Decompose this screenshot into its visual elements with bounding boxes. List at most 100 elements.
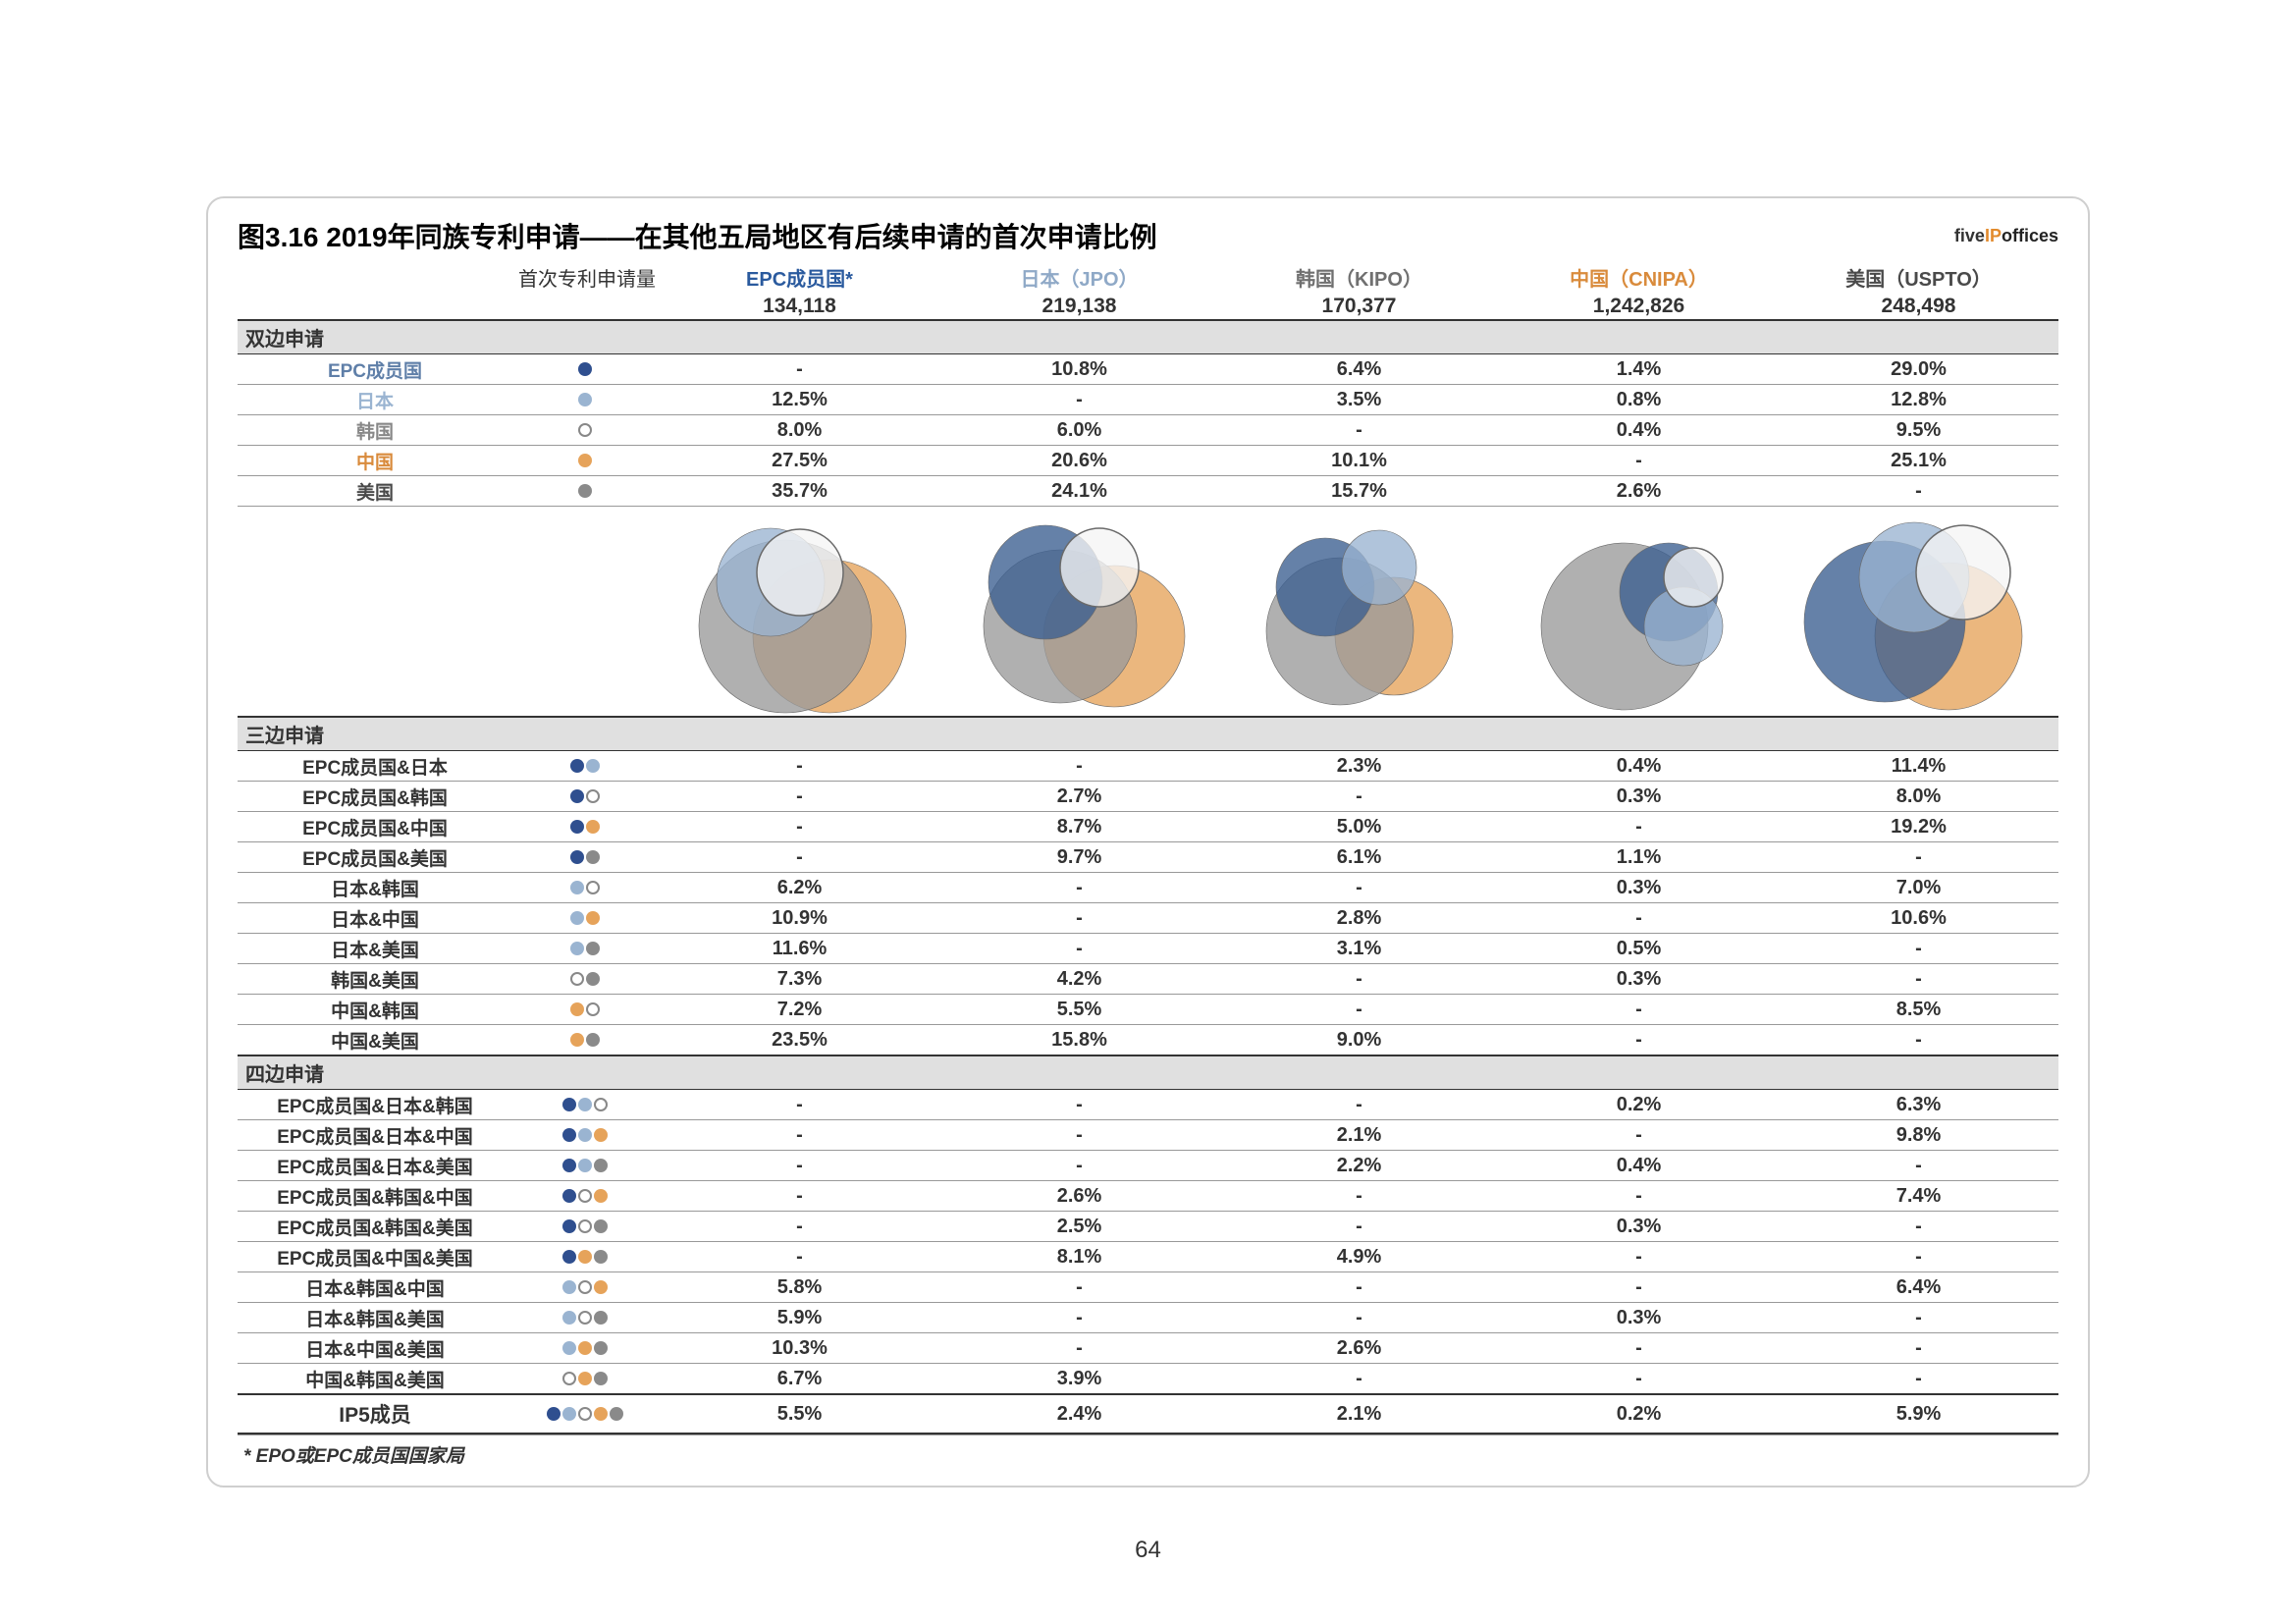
quad-4: EPC成员国&韩国&美国 -2.5%-0.3%-	[238, 1212, 2058, 1242]
quad-8: 日本&中国&美国 10.3%-2.6%--	[238, 1333, 2058, 1364]
quad-4-v2: -	[1219, 1212, 1499, 1242]
quad-7-label: 日本&韩国&美国	[238, 1303, 512, 1333]
quad-6-label: 日本&韩国&中国	[238, 1272, 512, 1303]
venn-diagram-cnipa	[1512, 509, 1767, 715]
tri-8-v3: -	[1499, 995, 1779, 1025]
dot-kipo-icon	[594, 1098, 608, 1111]
bil-kipo-v0: 8.0%	[660, 415, 939, 446]
dot-cnipa-icon	[578, 1341, 592, 1355]
tri-9-v1: 15.8%	[939, 1025, 1219, 1056]
venn-circle-kipo	[1664, 548, 1723, 607]
dot-kipo-icon	[578, 1407, 592, 1421]
quad-0-dots	[512, 1090, 660, 1120]
tri-2-v0: -	[660, 812, 939, 842]
quad-0-v0: -	[660, 1090, 939, 1120]
tri-7-v2: -	[1219, 964, 1499, 995]
quad-7-dots	[512, 1303, 660, 1333]
tri-4-dots	[512, 873, 660, 903]
chart-panel: 图3.16 2019年同族专利申请——在其他五局地区有后续申请的首次申请比例 f…	[206, 196, 2090, 1488]
venn-diagram-uspto	[1791, 509, 2047, 715]
tri-5-label: 日本&中国	[238, 903, 512, 934]
dot-cnipa-icon	[594, 1128, 608, 1142]
tri-5-v2: 2.8%	[1219, 903, 1499, 934]
tri-8-v1: 5.5%	[939, 995, 1219, 1025]
bil-kipo-dots	[512, 415, 660, 446]
quad-3-v0: -	[660, 1181, 939, 1212]
bil-kipo-v1: 6.0%	[939, 415, 1219, 446]
quad-7: 日本&韩国&美国 5.9%--0.3%-	[238, 1303, 2058, 1333]
tri-4-v1: -	[939, 873, 1219, 903]
dot-epc-icon	[562, 1128, 576, 1142]
count-uspto: 248,498	[1779, 293, 2058, 320]
quad-8-label: 日本&中国&美国	[238, 1333, 512, 1364]
dot-cnipa-icon	[586, 820, 600, 834]
bil-jpo-v4: 12.8%	[1779, 385, 2058, 415]
quad-2-dots	[512, 1151, 660, 1181]
dot-uspto-icon	[594, 1341, 608, 1355]
quad-7-v0: 5.9%	[660, 1303, 939, 1333]
ip5-label: IP5成员	[238, 1394, 512, 1434]
dot-cnipa-icon	[578, 1250, 592, 1264]
dot-epc-icon	[562, 1159, 576, 1172]
venn-circle-kipo	[1916, 525, 2010, 620]
tri-0-label: EPC成员国&日本	[238, 751, 512, 782]
quad-7-v2: -	[1219, 1303, 1499, 1333]
tri-5-v0: 10.9%	[660, 903, 939, 934]
dot-kipo-icon	[578, 1219, 592, 1233]
tri-4-v2: -	[1219, 873, 1499, 903]
dot-uspto-icon	[594, 1219, 608, 1233]
quad-6-v2: -	[1219, 1272, 1499, 1303]
quad-6-v1: -	[939, 1272, 1219, 1303]
quad-9-v2: -	[1219, 1364, 1499, 1395]
quad-4-dots	[512, 1212, 660, 1242]
venn-kipo	[1219, 507, 1499, 718]
quad-5-v3: -	[1499, 1242, 1779, 1272]
tri-9-dots	[512, 1025, 660, 1056]
tri-4-v0: 6.2%	[660, 873, 939, 903]
bil-epc-v4: 29.0%	[1779, 354, 2058, 385]
bil-uspto: 美国 35.7%24.1%15.7%2.6%-	[238, 476, 2058, 507]
title-row: 图3.16 2019年同族专利申请——在其他五局地区有后续申请的首次申请比例 f…	[238, 216, 2058, 255]
quad-5-v4: -	[1779, 1242, 2058, 1272]
quad-9-dots	[512, 1364, 660, 1395]
tri-6-label: 日本&美国	[238, 934, 512, 964]
quad-9-v1: 3.9%	[939, 1364, 1219, 1395]
quad-1-v0: -	[660, 1120, 939, 1151]
dot-kipo-icon	[562, 1372, 576, 1385]
tri-3-v1: 9.7%	[939, 842, 1219, 873]
dot-cnipa-icon	[586, 911, 600, 925]
quad-9-v4: -	[1779, 1364, 2058, 1395]
quad-3-v3: -	[1499, 1181, 1779, 1212]
brand-five: five	[1954, 226, 1985, 245]
bil-uspto-label: 美国	[238, 476, 512, 507]
tri-2: EPC成员国&中国 -8.7%5.0%-19.2%	[238, 812, 2058, 842]
venn-circle-kipo	[1060, 528, 1139, 607]
quad-1-dots	[512, 1120, 660, 1151]
quad-2-label: EPC成员国&日本&美国	[238, 1151, 512, 1181]
tri-1-v3: 0.3%	[1499, 782, 1779, 812]
dot-uspto-icon	[594, 1311, 608, 1325]
quad-2-v0: -	[660, 1151, 939, 1181]
quad-4-label: EPC成员国&韩国&美国	[238, 1212, 512, 1242]
tri-1-dots	[512, 782, 660, 812]
dot-uspto-icon	[594, 1250, 608, 1264]
bil-epc-v0: -	[660, 354, 939, 385]
quad-1: EPC成员国&日本&中国 --2.1%-9.8%	[238, 1120, 2058, 1151]
quad-2-v3: 0.4%	[1499, 1151, 1779, 1181]
quad-9-v3: -	[1499, 1364, 1779, 1395]
tri-7-label: 韩国&美国	[238, 964, 512, 995]
tri-3-v2: 6.1%	[1219, 842, 1499, 873]
bil-uspto-v4: -	[1779, 476, 2058, 507]
section-bilateral-label: 双边申请	[238, 320, 2058, 354]
tri-0-dots	[512, 751, 660, 782]
dot-uspto-icon	[610, 1407, 623, 1421]
dot-jpo-icon	[578, 1159, 592, 1172]
bil-kipo-v3: 0.4%	[1499, 415, 1779, 446]
tri-8-label: 中国&韩国	[238, 995, 512, 1025]
quad-9-label: 中国&韩国&美国	[238, 1364, 512, 1395]
tri-5-v4: 10.6%	[1779, 903, 2058, 934]
tri-2-v4: 19.2%	[1779, 812, 2058, 842]
dot-jpo-icon	[562, 1407, 576, 1421]
quad-1-v3: -	[1499, 1120, 1779, 1151]
quad-2-v1: -	[939, 1151, 1219, 1181]
